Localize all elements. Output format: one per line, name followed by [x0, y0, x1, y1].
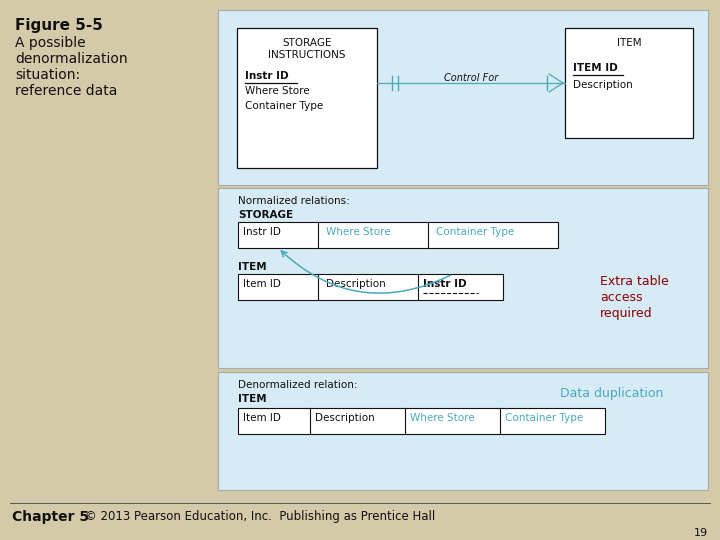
Text: Container Type: Container Type [436, 227, 514, 237]
Text: required: required [600, 307, 652, 320]
Text: Item ID: Item ID [243, 279, 281, 289]
Bar [238, 222, 558, 248]
Text: Description: Description [573, 80, 633, 90]
Text: Description: Description [315, 413, 374, 423]
Text: Denormalized relation:: Denormalized relation: [238, 380, 358, 390]
Bar [218, 372, 708, 490]
Text: access: access [600, 291, 642, 304]
Text: A possible: A possible [15, 36, 86, 50]
Text: Chapter 5: Chapter 5 [12, 510, 89, 524]
Bar [218, 188, 708, 368]
Text: ITEM: ITEM [238, 394, 266, 404]
Text: © 2013 Pearson Education, Inc.  Publishing as Prentice Hall: © 2013 Pearson Education, Inc. Publishin… [85, 510, 436, 523]
Text: situation:: situation: [15, 68, 80, 82]
Text: STORAGE: STORAGE [282, 38, 332, 48]
Text: Where Store: Where Store [410, 413, 474, 423]
Text: ITEM: ITEM [617, 38, 642, 48]
Bar [237, 28, 377, 168]
Text: Control For: Control For [444, 73, 498, 83]
Text: Data duplication: Data duplication [560, 387, 663, 400]
Text: Item ID: Item ID [243, 413, 281, 423]
Text: Container Type: Container Type [505, 413, 583, 423]
Bar [238, 408, 605, 434]
Text: 19: 19 [694, 528, 708, 538]
Text: Instr ID: Instr ID [245, 71, 289, 81]
Text: reference data: reference data [15, 84, 117, 98]
Text: STORAGE: STORAGE [238, 210, 293, 220]
Bar [238, 274, 503, 300]
Text: Description: Description [326, 279, 386, 289]
Bar [565, 28, 693, 138]
Text: Instr ID: Instr ID [423, 279, 467, 289]
Text: denormalization: denormalization [15, 52, 127, 66]
Text: Figure 5-5: Figure 5-5 [15, 18, 103, 33]
Text: Where Store: Where Store [326, 227, 391, 237]
Text: Extra table: Extra table [600, 275, 669, 288]
Text: ITEM: ITEM [238, 262, 266, 272]
Text: Where Store: Where Store [245, 86, 310, 96]
Text: INSTRUCTIONS: INSTRUCTIONS [269, 50, 346, 60]
Text: Container Type: Container Type [245, 101, 323, 111]
Text: ITEM ID: ITEM ID [573, 63, 618, 73]
Text: Instr ID: Instr ID [243, 227, 281, 237]
Text: Normalized relations:: Normalized relations: [238, 196, 350, 206]
Bar [218, 10, 708, 185]
